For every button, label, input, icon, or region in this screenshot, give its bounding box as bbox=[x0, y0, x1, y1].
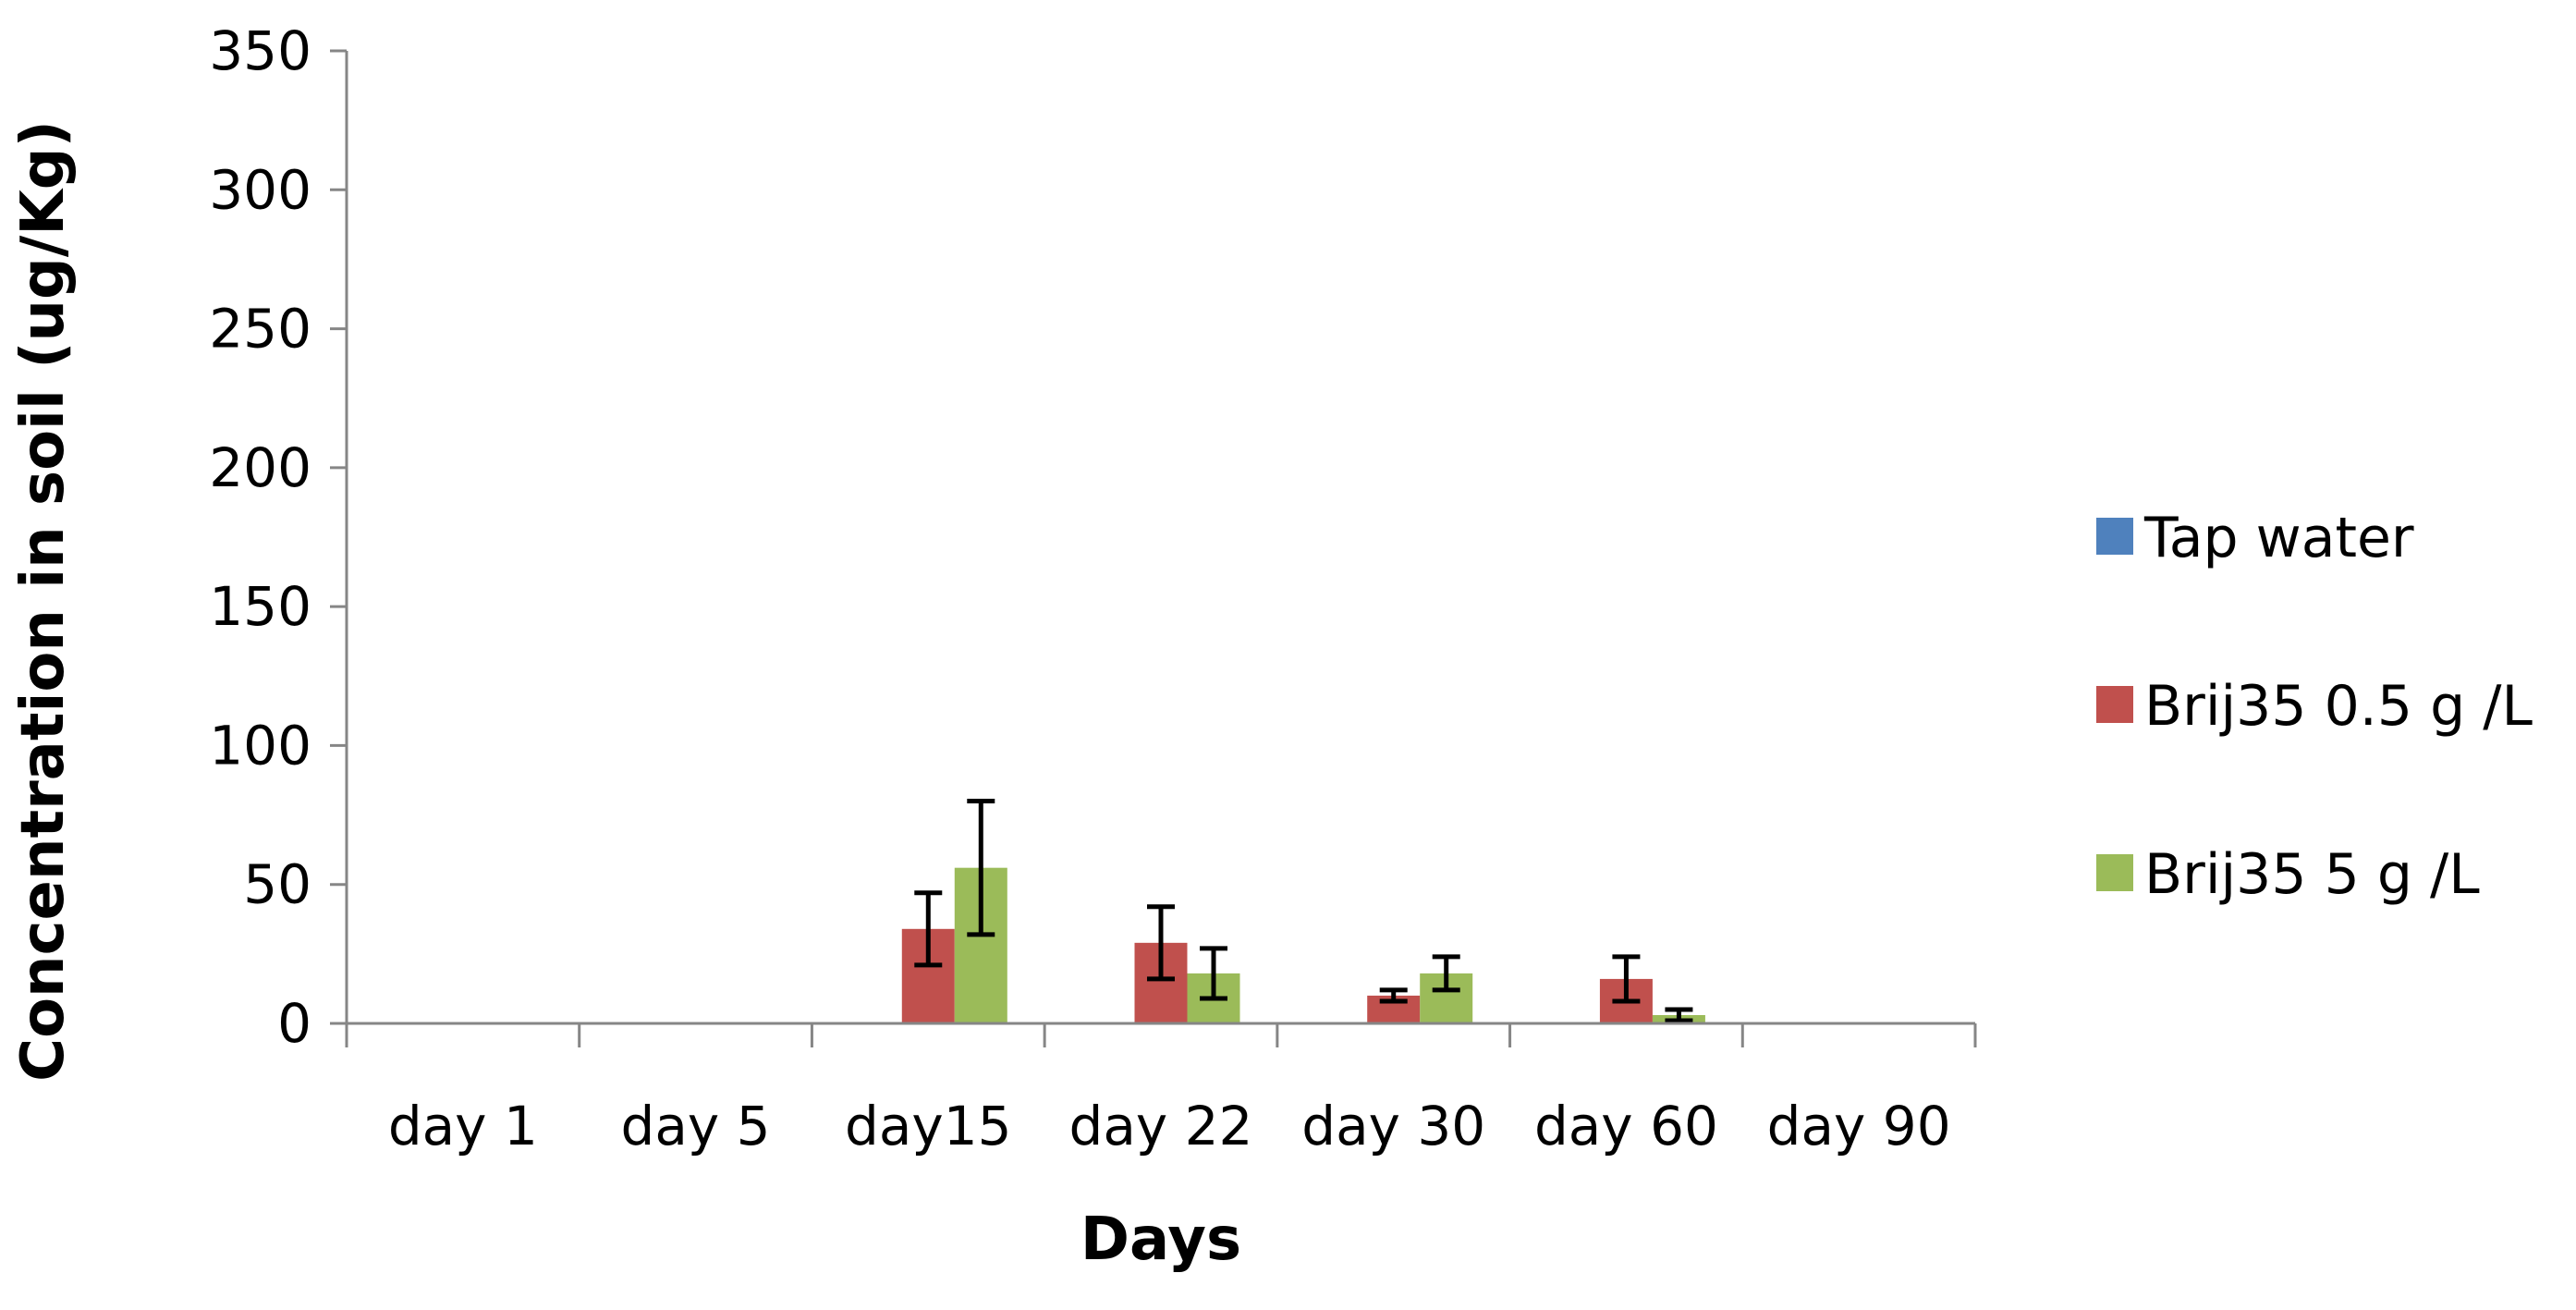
y-tick-label: 200 bbox=[209, 436, 311, 499]
legend-label: Tap water bbox=[2143, 506, 2414, 570]
y-axis: 0 50 100 150 200 250 300 350 bbox=[209, 19, 348, 1055]
y-tick-label: 100 bbox=[209, 714, 311, 777]
y-tick-label: 150 bbox=[209, 575, 311, 638]
legend: Tap water Brij35 0.5 g /L Brij35 5 g /L bbox=[2096, 506, 2533, 907]
legend-swatch bbox=[2096, 518, 2133, 555]
y-tick-label: 0 bbox=[277, 992, 311, 1055]
x-tick-label: day 90 bbox=[1767, 1095, 1951, 1157]
y-axis-title: Concentration in soil (ug/Kg) bbox=[9, 120, 78, 1082]
y-tick-label: 250 bbox=[209, 298, 311, 361]
x-tick-label: day 60 bbox=[1534, 1095, 1718, 1157]
x-tick-label: day15 bbox=[845, 1095, 1012, 1157]
x-axis: day 1 day 5 day15 day 22 day 30 day 60 day 90 bbox=[345, 1022, 1977, 1157]
legend-swatch bbox=[2096, 686, 2133, 723]
legend-label: Brij35 5 g /L bbox=[2144, 842, 2480, 907]
y-tick-label: 350 bbox=[209, 19, 311, 82]
x-tick-label: day 22 bbox=[1069, 1095, 1253, 1157]
x-tick-label: day 5 bbox=[621, 1095, 771, 1157]
x-tick-label: day 1 bbox=[388, 1095, 538, 1157]
y-tick-label: 50 bbox=[243, 853, 311, 916]
legend-label: Brij35 0.5 g /L bbox=[2144, 674, 2533, 739]
y-tick-label: 300 bbox=[209, 158, 311, 221]
x-axis-title: Days bbox=[1080, 1206, 1241, 1274]
legend-swatch bbox=[2096, 854, 2133, 891]
plot-area bbox=[901, 799, 1705, 1023]
x-tick-label: day 30 bbox=[1301, 1095, 1485, 1157]
